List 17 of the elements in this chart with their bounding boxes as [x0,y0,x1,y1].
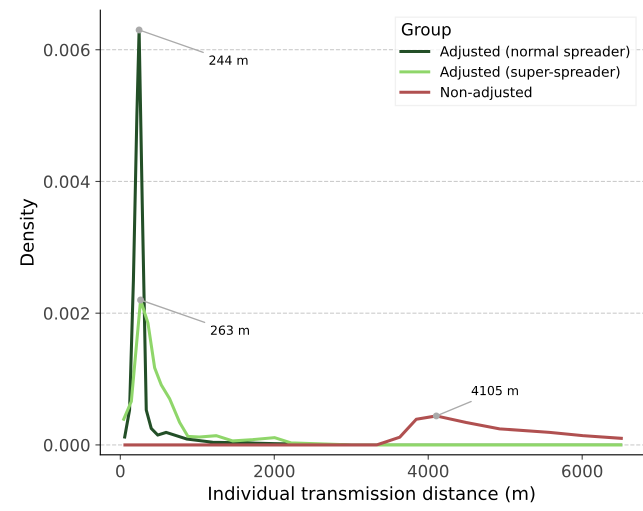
y-axis-title: Density [20,198,38,266]
x-tick-label: 2000 [254,464,294,478]
y-tick-label: 0.000 [44,438,90,452]
annotation: 263 m [210,325,249,335]
x-tick-label: 0 [116,464,125,478]
annotation: 244 m [209,55,248,65]
y-tick-label: 0.002 [44,307,89,320]
x-tick-label: 6000 [562,464,602,478]
legend-label: Non-adjusted [441,86,532,100]
y-tick-label: 0.006 [44,44,90,56]
annotation: 4105 m [472,386,518,396]
x-tick-label: 4000 [408,464,448,478]
legend-title: Group [402,23,451,39]
x-axis-title: Individual transmission distance (m) [209,486,534,502]
y-tick-label: 0.004 [44,175,90,188]
legend-label: Adjusted (normal spreader) [440,46,630,60]
legend-label: Adjusted (super-spreader) [440,66,620,80]
